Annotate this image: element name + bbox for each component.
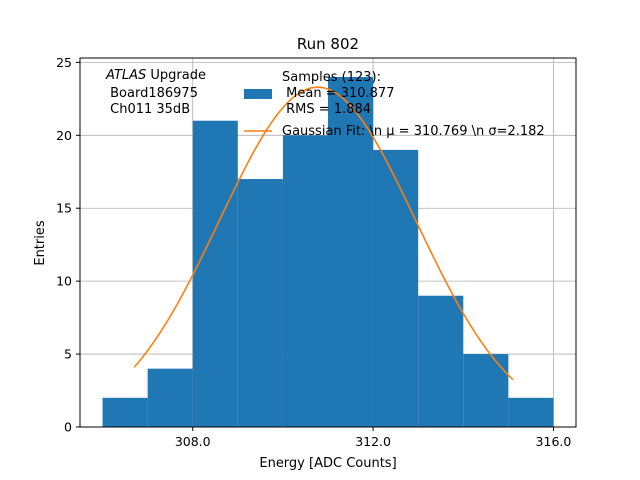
histogram-bar	[463, 354, 509, 427]
legend-hist-line-2: Mean = 310.877	[282, 86, 394, 101]
histogram-bar	[328, 76, 374, 427]
y-axis-label: Entries	[33, 220, 48, 266]
x-tick-label: 316.0	[536, 434, 572, 449]
histogram-bar	[237, 179, 283, 427]
atlas-annotation: ATLAS Upgrade Board186975 Ch011 35dB	[105, 68, 206, 117]
y-tick-label: 15	[56, 201, 72, 216]
y-tick-label: 10	[56, 274, 72, 289]
histogram-bar	[373, 149, 419, 427]
annotation-line-1: ATLAS Upgrade	[105, 68, 206, 83]
annotation-line-3: Ch011 35dB	[106, 102, 190, 117]
y-tick-label: 0	[64, 420, 72, 435]
gaussian-fit-line	[133, 86, 514, 381]
histogram-bar	[147, 368, 193, 427]
x-axis-ticks: 308.0 312.0 316.0	[175, 427, 572, 449]
plot-frame	[79, 57, 577, 428]
histogram-bar	[102, 397, 148, 427]
gaussian-fit-line-group	[133, 86, 514, 381]
histogram-bar	[282, 135, 328, 427]
y-tick-label: 25	[56, 55, 72, 70]
y-tick-label: 20	[56, 128, 72, 143]
histogram-bar	[418, 295, 464, 427]
histogram-bars	[102, 76, 554, 427]
legend-hist-line-1: Samples (123):	[282, 70, 381, 85]
annotation-upgrade: Upgrade	[146, 68, 206, 83]
annotation-line-2: Board186975	[106, 86, 198, 101]
histogram-bar	[192, 120, 238, 427]
x-axis-label: Energy [ADC Counts]	[259, 456, 396, 471]
annotation-atlas: ATLAS	[105, 68, 146, 83]
x-tick-label: 308.0	[175, 434, 211, 449]
y-axis-ticks: 0 5 10 15 20 25	[56, 55, 80, 435]
legend-hist-line-3: RMS = 1.884	[282, 102, 371, 117]
legend-hist-swatch	[244, 89, 272, 99]
legend-fit-label: Gaussian Fit: \n μ = 310.769 \n σ=2.182	[282, 124, 545, 139]
histogram-bar	[508, 397, 554, 427]
chart-title: Run 802	[297, 35, 359, 53]
y-tick-label: 5	[64, 347, 72, 362]
x-tick-label: 312.0	[355, 434, 391, 449]
legend: Samples (123): Mean = 310.877 RMS = 1.88…	[244, 70, 545, 139]
